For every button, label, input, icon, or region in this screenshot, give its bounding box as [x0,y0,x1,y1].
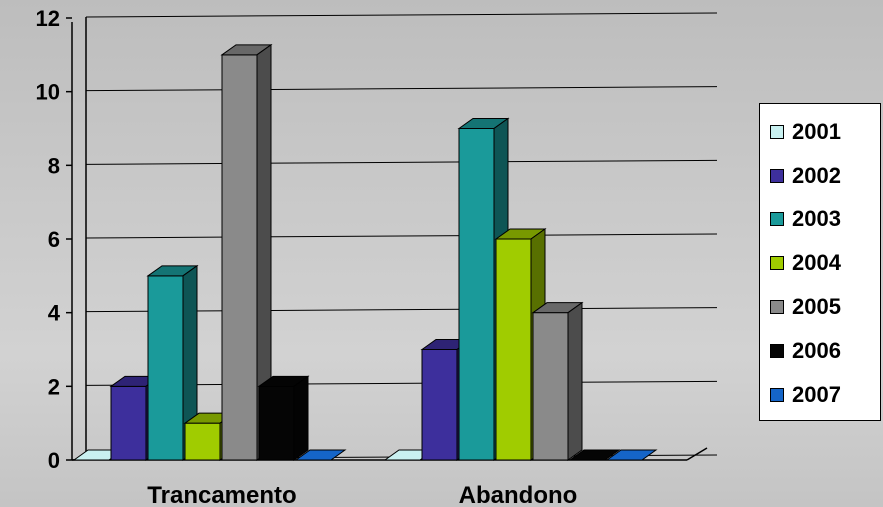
legend-swatch [770,343,784,358]
legend-item: 2007 [770,373,880,417]
legend-item: 2004 [770,241,880,285]
bars [72,43,658,461]
y-tick-label: 0 [48,448,60,473]
legend-label: 2005 [792,294,841,320]
legend-item: 2006 [770,329,880,373]
bar-trancamento-2007 [294,449,347,461]
gridline [85,233,718,239]
legend-label: 2002 [792,162,841,188]
legend-swatch [770,387,784,402]
bar-abandono-2004 [495,238,532,461]
legend-label: 2004 [792,250,841,276]
legend-item: 2001 [770,110,880,154]
legend-item: 2005 [770,285,880,329]
y-tick-label: 12 [36,6,60,31]
bar-trancamento-2003 [147,275,184,461]
bar-abandono-2006 [568,449,621,461]
legend-label: 2001 [792,118,841,144]
legend-item: 2003 [770,198,880,242]
gridline [85,159,718,165]
bar-abandono-2005-side [567,301,583,461]
x-axis-depth [686,447,708,461]
axis-labels: 0 2 4 6 8 10 12 Trancamento Abandono [36,6,578,507]
y-tick-label: 4 [48,301,61,326]
y-tick-label: 2 [48,374,60,399]
legend-label: 2003 [792,206,841,232]
legend: 2001 2002 2003 2004 2005 2006 2007 [759,103,881,421]
bar-abandono-2005 [532,312,569,461]
bar-trancamento-2006 [258,385,295,461]
legend-swatch [770,124,784,139]
bar-abandono-2007 [605,449,658,461]
x-category-label: Trancamento [147,482,296,507]
legend-swatch [770,212,784,227]
y-tick-label: 6 [48,227,60,252]
bar-trancamento-2006-side [293,375,309,461]
y-tick-label: 10 [36,80,60,105]
y-tick-label: 8 [48,153,60,178]
bar-trancamento-2002 [110,385,147,461]
gridline [85,12,718,18]
legend-label: 2007 [792,381,841,407]
x-category-label: Abandono [459,482,578,507]
legend-swatch [770,256,784,271]
bar-trancamento-2004 [184,422,221,461]
bar-trancamento-2005 [221,54,258,461]
bar-abandono-2002 [421,349,458,461]
gridline [85,86,718,92]
bar-abandono-2003 [458,128,495,461]
legend-swatch [770,300,784,315]
legend-swatch [770,168,784,183]
legend-label: 2006 [792,337,841,363]
legend-item: 2002 [770,154,880,198]
